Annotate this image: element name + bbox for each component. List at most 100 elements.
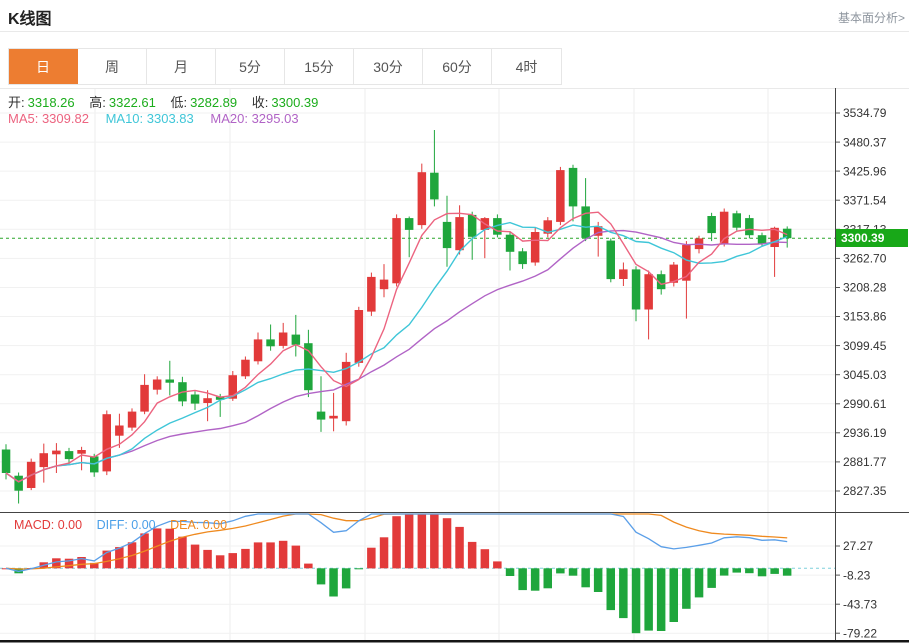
open-label: 开: — [8, 95, 25, 110]
axis-label: 3480.37 — [843, 135, 887, 149]
candle-body — [190, 394, 200, 404]
macd-bar — [656, 568, 666, 631]
axis-label: 2827.35 — [843, 484, 887, 498]
macd-bar — [682, 568, 691, 609]
macd-value: MACD: 0.00 — [14, 518, 83, 532]
page-title: K线图 — [8, 11, 52, 28]
tab-week[interactable]: 周 — [78, 49, 147, 84]
bottom-border — [0, 640, 909, 643]
high-label: 高: — [89, 95, 106, 110]
candle-body — [719, 211, 729, 244]
axis-label: 3045.03 — [843, 368, 887, 382]
candle-body — [140, 384, 149, 412]
macd-bar — [745, 568, 754, 574]
ma5-line — [5, 211, 788, 483]
candle-body — [770, 227, 779, 247]
ma20-line — [5, 229, 788, 483]
candle-body — [455, 217, 464, 251]
candle-body — [404, 218, 414, 230]
candle-body — [581, 206, 590, 238]
macd-bar — [266, 542, 275, 569]
candle-body — [379, 279, 389, 290]
macd-bar — [455, 526, 464, 569]
tab-15min[interactable]: 15分 — [285, 49, 354, 84]
low-label: 低: — [170, 95, 188, 110]
low-value: 3282.89 — [190, 95, 238, 110]
macd-bar — [203, 549, 212, 569]
macd-bar — [291, 545, 301, 569]
macd-bar — [77, 557, 86, 569]
candle-body — [215, 396, 225, 400]
macd-bar — [90, 562, 99, 569]
tab-4hour[interactable]: 4时 — [492, 49, 561, 84]
candle-body — [266, 339, 275, 347]
candle-body — [367, 276, 376, 312]
ma10-value: MA10: 3303.83 — [105, 111, 194, 126]
tab-day[interactable]: 日 — [9, 49, 78, 84]
macd-bar — [530, 568, 540, 591]
candle-body — [152, 379, 162, 390]
axis-label: 3425.96 — [843, 164, 887, 178]
macd-bar — [644, 568, 653, 631]
macd-bar — [367, 547, 376, 569]
macd-bar — [694, 568, 704, 598]
fundamental-analysis-link[interactable]: 基本面分析> — [837, 11, 905, 25]
candle-body — [64, 451, 74, 460]
candle-body — [631, 269, 641, 310]
macd-bar — [430, 514, 439, 569]
macd-bar — [757, 568, 767, 577]
macd-bar — [467, 541, 477, 569]
candle-body — [543, 220, 552, 234]
tab-60min[interactable]: 60分 — [423, 49, 492, 84]
open-value: 3318.26 — [27, 95, 75, 110]
close-label: 收: — [251, 95, 269, 110]
tab-5min[interactable]: 5分 — [216, 49, 285, 84]
macd-bar — [304, 563, 313, 569]
candle-body — [1, 449, 11, 473]
candle-body — [102, 414, 111, 472]
macd-bar — [329, 568, 338, 597]
axis-label: -79.22 — [843, 626, 877, 640]
macd-bar — [505, 568, 515, 576]
macd-bar — [278, 540, 288, 569]
macd-bar — [606, 568, 615, 611]
macd-bar — [178, 536, 187, 569]
ma20-value: MA20: 3295.03 — [210, 111, 299, 126]
macd-bar — [241, 548, 250, 569]
candle-body — [656, 274, 666, 290]
macd-bar — [341, 568, 351, 589]
candle-body — [203, 398, 212, 403]
macd-bar — [379, 537, 389, 569]
candle-body — [556, 170, 565, 222]
macd-bar — [732, 568, 741, 573]
candle-body — [165, 379, 174, 383]
candle-body — [228, 375, 237, 399]
tab-30min[interactable]: 30分 — [354, 49, 423, 84]
candle-body — [417, 172, 427, 226]
candle-body — [291, 334, 301, 345]
macd-bar — [631, 568, 641, 634]
macd-bar — [593, 568, 603, 592]
axis-label: -43.73 — [843, 597, 877, 611]
candle-body — [354, 310, 364, 363]
macd-bar — [619, 568, 628, 619]
axis-label: 2990.61 — [843, 397, 887, 411]
macd-bar — [228, 553, 237, 569]
macd-bar — [316, 568, 326, 585]
macd-bar — [417, 514, 427, 569]
macd-bar — [442, 518, 452, 569]
candle-body — [278, 332, 288, 346]
candle-body — [341, 361, 351, 422]
axis-label: 27.27 — [843, 539, 873, 553]
candle-body — [493, 218, 502, 235]
candle-body — [530, 232, 540, 263]
macd-bar — [190, 544, 200, 569]
candle-body — [14, 475, 23, 491]
candle-body — [782, 228, 792, 239]
axis-label: 3153.86 — [843, 310, 887, 324]
macd-bar — [556, 568, 565, 574]
tab-month[interactable]: 月 — [147, 49, 216, 84]
close-value: 3300.39 — [271, 95, 319, 110]
candle-body — [467, 214, 477, 237]
